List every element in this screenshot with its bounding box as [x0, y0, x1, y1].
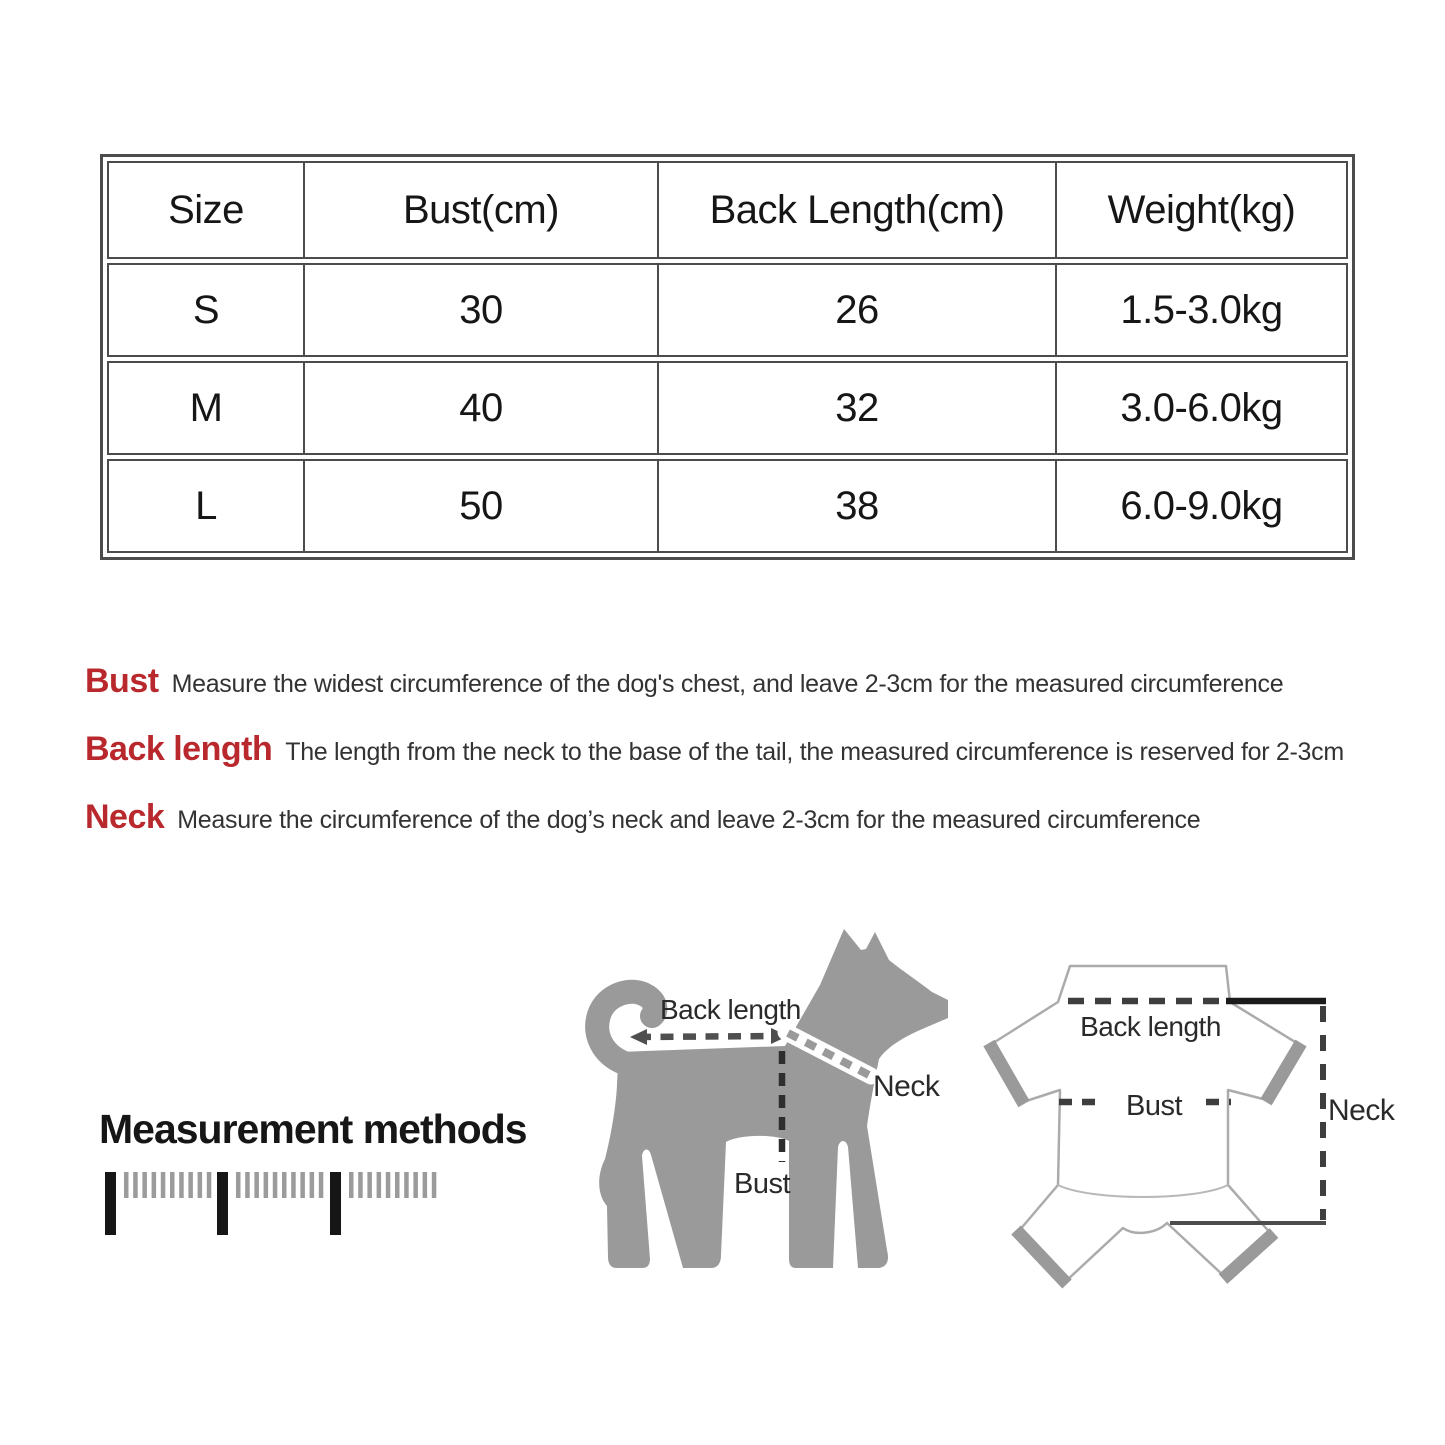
table-row-s: S 30 26 1.5-3.0kg	[107, 263, 1348, 357]
left-leg-cuff-icon	[1011, 1225, 1072, 1289]
table-header-back-length: Back Length(cm)	[657, 163, 1055, 257]
cell-back-length: 38	[657, 461, 1055, 551]
cell-size: S	[192, 287, 220, 332]
measurement-methods-title: Measurement methods	[99, 1106, 528, 1152]
table-header-bust: Bust(cm)	[303, 163, 657, 257]
cell-bust: 40	[303, 363, 657, 453]
definition-description: The length from the neck to the base of …	[285, 738, 1344, 766]
cell-size: M	[189, 385, 223, 430]
definition-description: Measure the widest circumference of the …	[171, 670, 1284, 698]
left-sleeve-cuff-icon	[983, 1039, 1030, 1108]
garment-diagram	[983, 964, 1326, 1289]
definition-back-length: Back length The length from the neck to …	[85, 730, 1344, 769]
size-table: Size Bust(cm) Back Length(cm) Weight(kg)…	[100, 154, 1355, 560]
dog-neck-label: Neck	[873, 1070, 940, 1103]
table-row-l: L 50 38 6.0-9.0kg	[107, 459, 1348, 553]
cell-back-length: 26	[657, 265, 1055, 355]
cell-back-length: 32	[657, 363, 1055, 453]
cell-weight: 3.0-6.0kg	[1055, 363, 1346, 453]
garment-bust-label: Bust	[1126, 1090, 1183, 1122]
arrowhead-left-icon	[630, 1029, 647, 1045]
definition-term: Neck	[85, 798, 165, 836]
ruler-icon	[105, 1172, 437, 1235]
definition-bust: Bust Measure the widest circumference of…	[85, 662, 1284, 701]
cell-bust: 30	[303, 265, 657, 355]
definition-description: Measure the circumference of the dog’s n…	[177, 806, 1201, 834]
neck-measure-dashes	[786, 1029, 871, 1079]
right-sleeve-cuff-icon	[1260, 1039, 1307, 1106]
garment-outline-icon	[988, 964, 1302, 1284]
right-leg-cuff-icon	[1218, 1228, 1279, 1284]
definition-term: Bust	[85, 662, 159, 700]
dog-silhouette-diagram	[585, 929, 948, 1268]
cell-weight: 1.5-3.0kg	[1055, 265, 1346, 355]
dog-back-length-label: Back length	[660, 994, 801, 1025]
cell-weight: 6.0-9.0kg	[1055, 461, 1346, 551]
definition-neck: Neck Measure the circumference of the do…	[85, 798, 1201, 837]
definition-term: Back length	[85, 730, 273, 768]
dog-bust-label: Bust	[734, 1168, 791, 1200]
back-length-measure-line	[637, 1032, 781, 1041]
table-header-weight: Weight(kg)	[1055, 163, 1346, 257]
garment-neck-label: Neck	[1328, 1094, 1395, 1127]
table-row-m: M 40 32 3.0-6.0kg	[107, 361, 1348, 455]
garment-back-length-label: Back length	[1080, 1011, 1221, 1042]
dog-tail-icon	[585, 979, 668, 1075]
cell-size: L	[195, 483, 217, 528]
garment-hem-icon	[1057, 1184, 1229, 1198]
dog-body-icon	[599, 929, 948, 1268]
table-header-row: Size Bust(cm) Back Length(cm) Weight(kg)	[107, 161, 1348, 259]
table-header-size: Size	[168, 187, 244, 232]
cell-bust: 50	[303, 461, 657, 551]
